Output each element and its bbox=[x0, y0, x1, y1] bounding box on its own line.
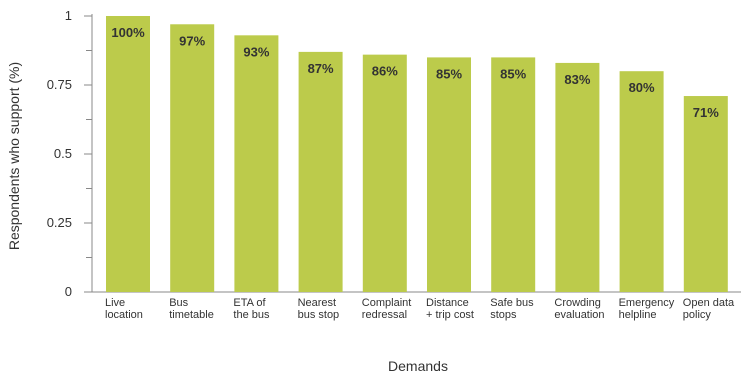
x-category-label: Nearest bus stop bbox=[298, 297, 340, 321]
x-category-label: Bus timetable bbox=[169, 297, 214, 321]
bar-value-label: 71% bbox=[693, 105, 719, 120]
x-category-label: Safe bus stops bbox=[490, 297, 534, 321]
bars: 100% 97% 93% 87% 86% 85% 85% 83% 80% 71% bbox=[106, 16, 728, 293]
bar-value-label: 80% bbox=[629, 80, 655, 95]
x-axis-title: Demands bbox=[388, 358, 448, 373]
bar bbox=[170, 24, 215, 293]
bar-value-label: 100% bbox=[111, 25, 145, 40]
bar bbox=[619, 71, 664, 292]
x-category-label: Complaint redressal bbox=[362, 297, 412, 321]
x-axis-labels: Live location Bus timetable ETA of the bus Nea… bbox=[105, 297, 735, 321]
bar bbox=[491, 57, 536, 293]
bar bbox=[298, 51, 343, 292]
bar bbox=[106, 16, 150, 292]
y-tick-label: 0.25 bbox=[47, 215, 72, 230]
y-tick-label: 0 bbox=[65, 284, 72, 299]
x-category-label: ETA of the bus bbox=[233, 297, 270, 321]
x-category-label: Crowding evaluation bbox=[554, 297, 604, 321]
bar-value-label: 85% bbox=[500, 66, 526, 81]
y-tick-label: 0.75 bbox=[47, 77, 72, 92]
x-category-label: Distance + trip cost bbox=[426, 297, 474, 321]
bar-value-label: 86% bbox=[372, 64, 398, 79]
bar-value-label: 87% bbox=[308, 61, 334, 76]
bar-value-label: 85% bbox=[436, 66, 462, 81]
y-axis-title: Respondents who support (%) bbox=[6, 62, 22, 250]
x-category-label: Emergency helpline bbox=[619, 297, 675, 321]
bar bbox=[234, 35, 279, 292]
bar-value-label: 97% bbox=[179, 33, 205, 48]
bar bbox=[362, 54, 407, 292]
bar-value-label: 93% bbox=[243, 44, 269, 59]
x-category-label: Live location bbox=[105, 297, 143, 321]
bar-value-label: 83% bbox=[564, 72, 590, 87]
bar bbox=[427, 57, 471, 293]
bar bbox=[683, 96, 728, 292]
x-category-label: Open data policy bbox=[683, 297, 735, 321]
y-tick-label: 1 bbox=[65, 8, 72, 23]
y-tick-label: 0.5 bbox=[54, 146, 72, 161]
bar bbox=[555, 62, 600, 292]
